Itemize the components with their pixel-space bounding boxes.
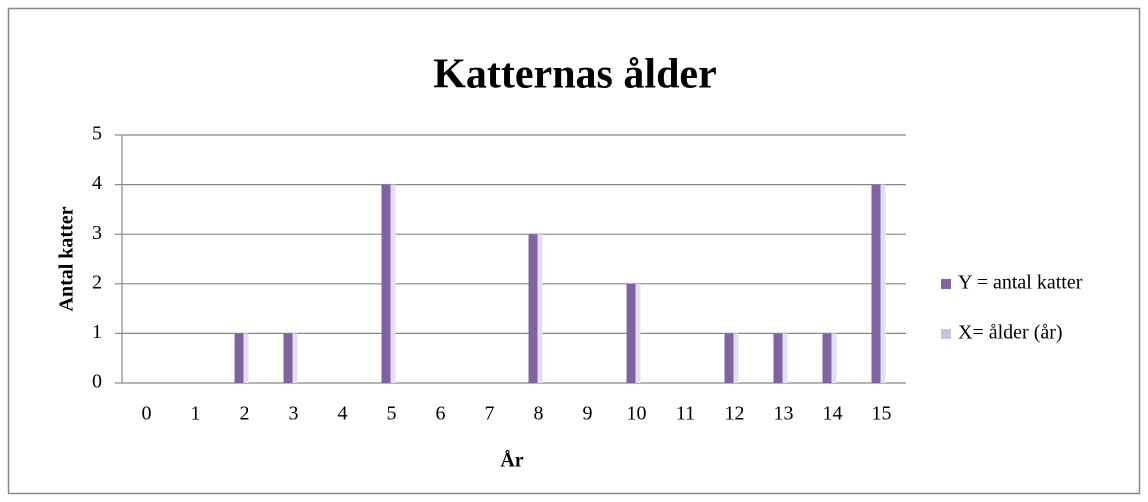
x-tick-label: 9 <box>583 403 593 425</box>
x-tick-label: 7 <box>485 403 495 425</box>
x-tick-label: 12 <box>725 403 745 425</box>
bar <box>381 184 391 383</box>
bar <box>871 184 881 383</box>
x-tick-label: 5 <box>387 403 397 425</box>
bar <box>626 283 636 383</box>
x-axis-title: År <box>500 449 523 472</box>
y-tick-label: 0 <box>92 371 102 393</box>
legend-swatch <box>941 329 951 339</box>
bar <box>773 333 783 383</box>
x-tick-label: 13 <box>774 403 794 425</box>
y-tick-label: 3 <box>92 222 102 244</box>
x-tick-label: 4 <box>338 403 348 425</box>
y-tick-label: 2 <box>92 271 102 293</box>
x-tick-label: 15 <box>872 403 892 425</box>
x-tick-label: 11 <box>676 403 695 425</box>
x-tick-label: 14 <box>823 403 843 425</box>
bar <box>283 333 293 383</box>
y-tick-label: 5 <box>92 123 102 145</box>
bar <box>234 333 244 383</box>
y-axis-title: Antal katter <box>56 206 78 311</box>
x-tick-label: 1 <box>191 403 201 425</box>
bar <box>822 333 832 383</box>
legend-label: X= ålder (år) <box>958 322 1063 344</box>
x-tick-label: 2 <box>240 403 250 425</box>
y-tick-label: 4 <box>92 172 102 194</box>
chart-title: Katternas ålder <box>433 52 716 98</box>
legend-swatch <box>941 279 951 289</box>
chart-border <box>7 7 1141 495</box>
x-tick-label: 8 <box>534 403 544 425</box>
x-tick-label: 6 <box>436 403 446 425</box>
x-tick-label: 3 <box>289 403 299 425</box>
legend-label: Y = antal katter <box>958 272 1083 294</box>
x-tick-label: 0 <box>142 403 152 425</box>
bar <box>724 333 734 383</box>
bar <box>528 234 538 383</box>
x-tick-label: 10 <box>627 403 647 425</box>
y-tick-label: 1 <box>92 321 102 343</box>
